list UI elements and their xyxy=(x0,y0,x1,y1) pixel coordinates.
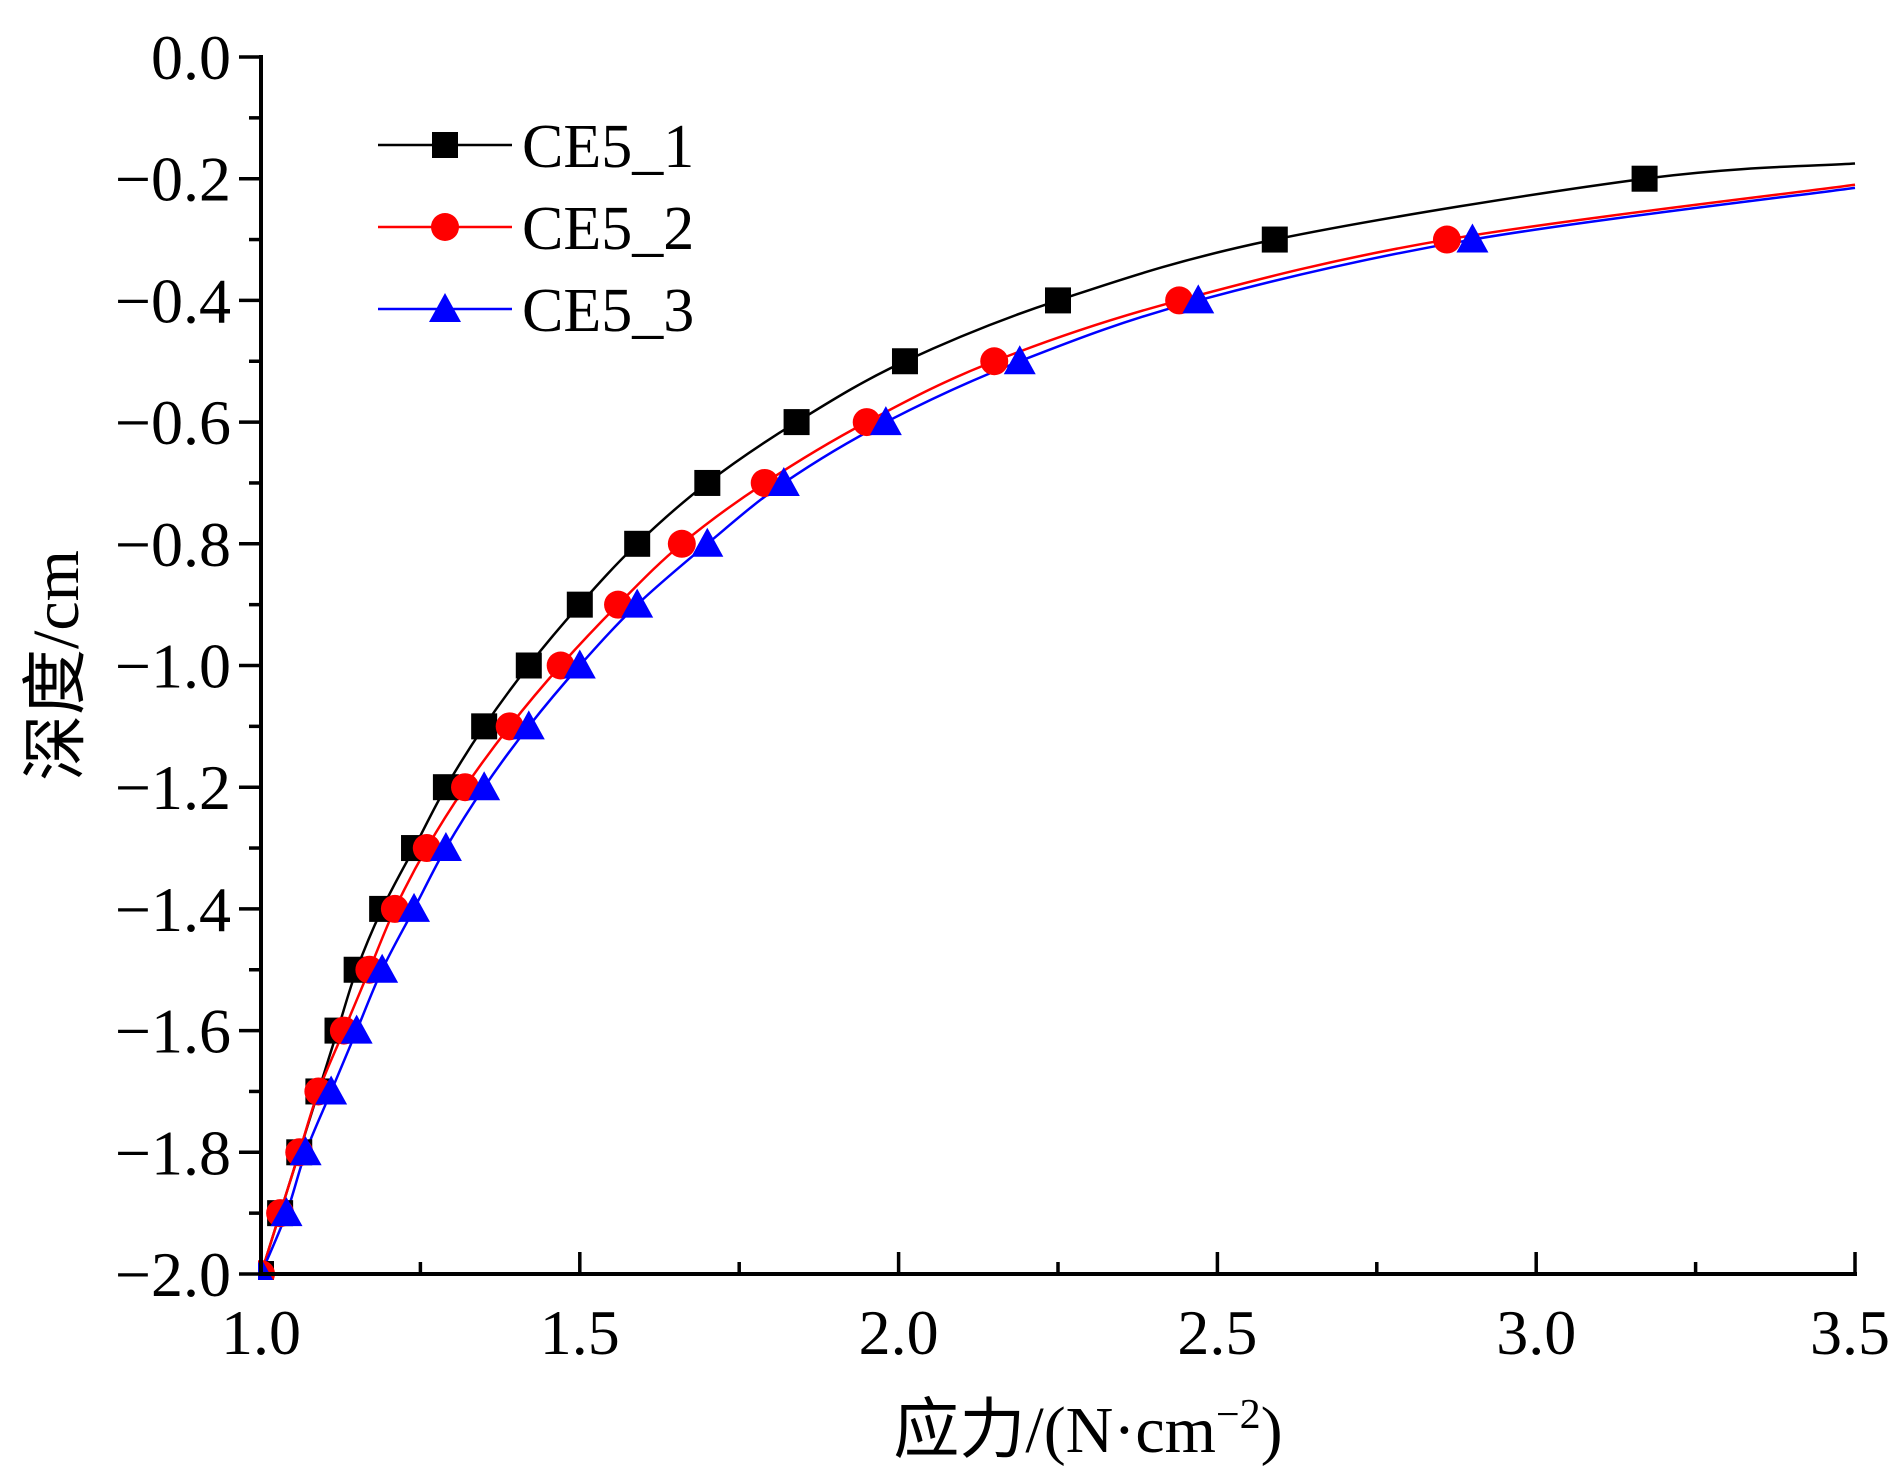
data-point-ce5-3-17 xyxy=(1456,223,1489,253)
data-point-ce5-1-12 xyxy=(624,530,651,557)
y-tick-label: −1.4 xyxy=(115,874,231,945)
x-tick-label: 1.0 xyxy=(221,1297,301,1368)
x-axis-title-close: ) xyxy=(1261,1394,1283,1467)
series-line-ce5-3 xyxy=(259,186,1856,1275)
data-point-ce5-1-9 xyxy=(471,713,498,740)
y-tick-label: −0.2 xyxy=(115,144,231,215)
y-tick-label: −0.8 xyxy=(115,509,231,580)
data-point-ce5-3-11 xyxy=(621,588,654,618)
data-point-ce5-3-9 xyxy=(512,710,545,740)
data-point-ce5-3-16 xyxy=(1182,284,1215,314)
legend-marker xyxy=(431,213,459,241)
data-point-ce5-3-7 xyxy=(429,832,462,862)
y-tick-label: −1.6 xyxy=(115,996,231,1067)
data-point-ce5-1-18 xyxy=(1631,165,1658,192)
data-point-ce5-1-15 xyxy=(891,348,918,375)
legend-label: CE5_3 xyxy=(522,277,694,345)
data-point-ce5-1-14 xyxy=(783,409,810,436)
y-tick-label: −1.2 xyxy=(115,752,231,823)
data-point-ce5-1-11 xyxy=(566,591,593,618)
data-point-ce5-3-15 xyxy=(1003,345,1036,375)
legend-marker xyxy=(429,293,461,322)
legend-item-ce5-3: CE5_3 xyxy=(378,277,694,345)
legend-label: CE5_1 xyxy=(522,113,694,181)
y-tick-label: −2.0 xyxy=(115,1239,231,1310)
axes: 0.0 −0.2 −0.4 −0.6 −0.8 −1.0 −1.2 −1.4 −1.6 −1.8 −… xyxy=(115,22,1890,1368)
y-tick-label: −1.8 xyxy=(115,1117,231,1188)
data-point-ce5-3-8 xyxy=(468,771,501,801)
x-axis-title-superscript: −2 xyxy=(1216,1392,1261,1438)
legend: CE5_1 CE5_2 CE5_3 xyxy=(378,113,694,345)
data-point-ce5-3-10 xyxy=(563,649,596,679)
data-point-ce5-3-12 xyxy=(691,527,724,557)
y-tick-label: 0.0 xyxy=(151,22,231,93)
data-point-ce5-1-13 xyxy=(694,469,721,496)
x-tick-label: 3.5 xyxy=(1810,1297,1890,1368)
data-point-ce5-1-17 xyxy=(1261,226,1288,253)
legend-label: CE5_2 xyxy=(522,195,694,263)
data-point-ce5-3-14 xyxy=(869,406,902,436)
data-point-ce5-2-12 xyxy=(667,529,696,558)
data-point-ce5-2-17 xyxy=(1432,225,1461,254)
data-point-ce5-3-6 xyxy=(398,892,431,922)
y-tick-label: −0.6 xyxy=(115,387,231,458)
x-axis-title: 应力/(N·cm−2) xyxy=(893,1392,1282,1467)
x-tick-label: 1.5 xyxy=(540,1297,620,1368)
data-point-ce5-1-10 xyxy=(515,652,542,679)
legend-item-ce5-1: CE5_1 xyxy=(378,113,694,181)
y-tick-label: −0.4 xyxy=(115,265,231,336)
series-markers xyxy=(258,165,1901,1280)
y-axis-title: 深度/cm xyxy=(20,550,93,781)
data-point-ce5-3-1 xyxy=(270,1197,303,1227)
data-point-ce5-3-4 xyxy=(340,1014,373,1044)
x-axis-title-text: 应力/(N·cm xyxy=(893,1394,1216,1467)
x-tick-label: 3.0 xyxy=(1496,1297,1576,1368)
x-tick-label: 2.0 xyxy=(859,1297,939,1368)
data-point-ce5-3-3 xyxy=(315,1075,348,1105)
data-point-ce5-3-5 xyxy=(366,953,399,983)
data-point-ce5-2-15 xyxy=(980,347,1009,376)
data-point-ce5-3-2 xyxy=(289,1136,322,1166)
data-point-ce5-3-13 xyxy=(767,466,800,496)
data-point-ce5-2-18 xyxy=(1873,165,1901,193)
legend-marker xyxy=(432,132,458,158)
data-point-ce5-1-16 xyxy=(1045,287,1071,314)
x-tick-label: 2.5 xyxy=(1177,1297,1257,1368)
y-tick-label: −1.0 xyxy=(115,631,231,702)
legend-item-ce5-2: CE5_2 xyxy=(378,195,694,263)
